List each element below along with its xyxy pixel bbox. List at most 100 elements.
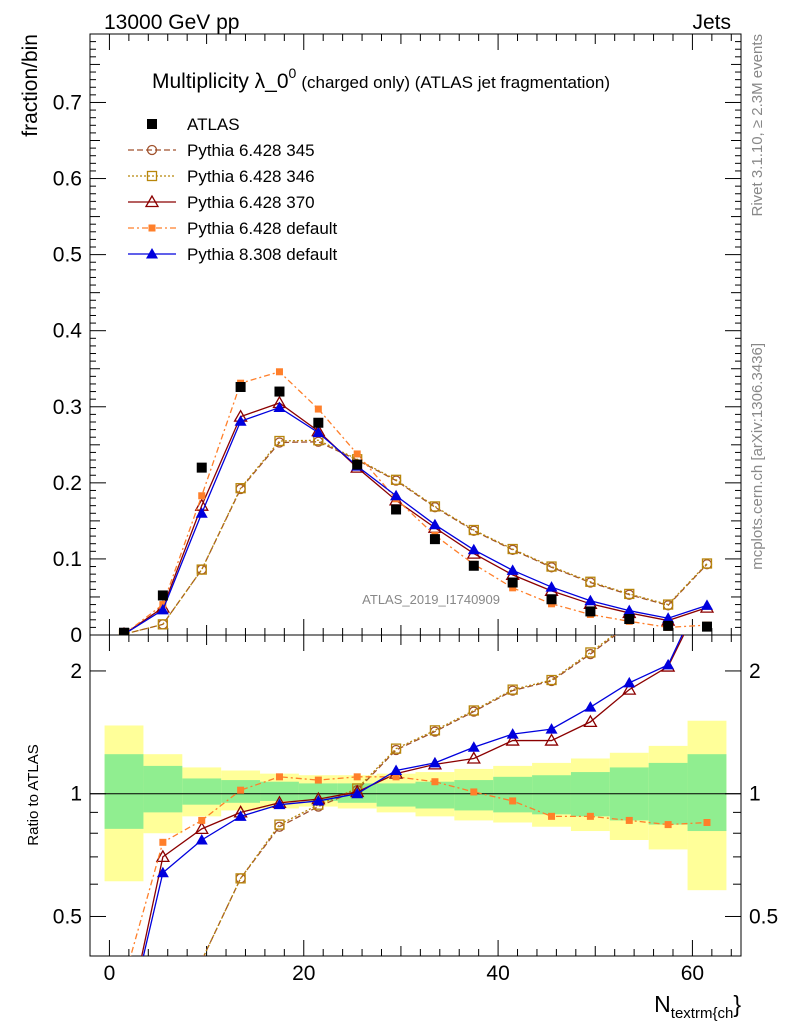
data-point-pythia-6-428-346 [468,524,479,536]
y-tick-label-bottom-right: 1 [749,783,761,806]
uncertainty-bands [104,720,727,891]
ratio-point-pythia-6-428-370 [466,751,481,764]
legend-label-pythia-6-428-default: Pythia 6.428 default [187,219,338,238]
data-point-pythia-6-428-346 [624,588,635,600]
ratio-point-pythia-6-428-default [703,818,711,826]
x-tick-label: 40 [486,962,509,985]
data-point-pythia-6-428-default [509,584,517,592]
x-axis-label-sub: textrm{ch [671,1005,734,1022]
legend-marker-pythia-8-308-default [146,248,158,259]
ratio-point-pythia-6-428-370 [505,733,520,746]
side-label-bottom: mcplots.cern.ch [arXiv:1306.3436] [749,343,766,570]
data-point-pythia-6-428-346 [546,561,557,572]
ratio-line-pythia-6-428-default [130,776,708,956]
ratio-point-pythia-8-308-default [195,834,208,845]
data-point-pythia-6-428-default [275,368,283,376]
y-tick-label-top: 0.2 [53,472,82,495]
y-tick-label-top: 0.4 [53,320,83,343]
ratio-point-pythia-6-428-default [625,816,633,824]
data-point-atlas [546,594,557,605]
ratio-line-pythia-8-308-default [142,635,683,956]
ratio-point-pythia-6-428-default [586,812,594,820]
legend-label-atlas: ATLAS [187,115,240,134]
ratio-line-pythia-6-428-370 [141,635,685,956]
data-point-atlas [157,590,168,601]
watermark-label: ATLAS_2019_I1740909 [362,592,500,607]
ratio-point-pythia-8-308-default [351,787,364,799]
legend-label-pythia-6-428-345: Pythia 6.428 345 [187,141,315,160]
data-point-pythia-8-308-default [700,599,713,610]
data-point-pythia-8-308-default [545,581,558,592]
data-point-pythia-8-308-default [156,603,169,615]
legend-label-pythia-6-428-346: Pythia 6.428 346 [187,167,315,186]
y-tick-label-bottom: 0.5 [53,905,82,928]
ratio-point-pythia-8-308-default [390,764,403,776]
ratio-point-pythia-6-428-default [509,797,517,805]
y-tick-label-bottom: 1 [70,783,82,806]
data-point-atlas [391,504,402,515]
ratio-point-pythia-6-428-370 [155,849,170,863]
x-axis-label: Ntextrm{ch} [654,991,741,1022]
band-inner-bin [260,781,299,801]
data-point-pythia-8-308-default [390,489,403,501]
y-tick-label-top: 0.5 [53,244,82,267]
ratio-point-pythia-6-428-346 [468,705,479,716]
data-point-pythia-8-308-default [662,612,675,623]
ratio-point-pythia-6-428-346 [274,819,285,830]
data-point-pythia-6-428-346 [274,435,285,447]
y-tick-label-bottom-right: 0.5 [749,905,778,928]
y-tick-label-top: 0.1 [53,548,82,571]
y-tick-label-top: 0.3 [53,396,82,419]
data-point-atlas [352,459,363,470]
ratio-point-pythia-6-428-370 [194,821,209,835]
ratio-point-pythia-6-428-346 [429,725,441,736]
ratio-point-pythia-8-308-default [428,756,441,768]
ratio-point-pythia-6-428-default [470,788,478,796]
y-tick-label-bottom: 2 [70,660,82,683]
band-inner-bin [493,776,533,813]
ratio-point-pythia-6-428-default [159,838,167,846]
data-point-pythia-8-308-default [506,564,519,575]
series-line-pythia-8-308-default [123,406,708,635]
data-point-pythia-8-308-default [312,426,325,438]
ratio-line-pythia-6-428-345 [203,635,617,956]
x-axis-label-main: N [654,991,671,1017]
header-left: 13000 GeV pp [104,11,239,34]
series-line-pythia-6-428-370 [123,402,708,635]
ratio-point-pythia-8-308-default [467,741,480,752]
ratio-point-pythia-6-428-default [275,773,283,781]
series-line-pythia-6-428-346 [123,439,708,635]
ratio-point-pythia-6-428-default [392,773,400,781]
data-point-pythia-6-428-346 [701,558,713,569]
top-panel-series [118,368,715,635]
band-inner-bin [687,754,727,832]
data-point-pythia-6-428-346 [196,564,207,575]
ratio-point-pythia-6-428-370 [622,682,637,695]
ratio-point-pythia-6-428-default [664,821,672,829]
band-inner-bin [143,765,183,813]
data-point-pythia-6-428-346 [157,619,169,630]
ratio-point-pythia-6-428-default [237,786,245,794]
y-axis-label-bottom: Ratio to ATLAS [25,744,42,845]
data-point-atlas [663,620,674,631]
ratio-point-pythia-8-308-default [156,866,169,878]
ratio-point-pythia-6-428-default [353,773,361,781]
y-tick-label-top: 0.6 [53,168,82,191]
y-tick-label-top: 0 [70,624,82,647]
data-point-pythia-6-428-346 [507,543,518,555]
data-point-atlas [701,621,712,632]
band-inner-bin [376,783,416,807]
ratio-point-pythia-8-308-default [273,798,286,810]
y-tick-label-bottom-right: 2 [749,660,761,683]
ratio-point-pythia-6-428-default [198,816,206,824]
chart-title-suffix: (charged only) (ATLAS jet fragmentation) [301,73,610,92]
data-point-pythia-8-308-default [195,507,208,518]
legend-label-pythia-6-428-370: Pythia 6.428 370 [187,193,315,212]
ratio-panel-frame [89,634,742,957]
band-inner-bin [182,778,222,805]
ratio-point-pythia-6-428-346 [390,743,402,754]
x-axis-label-tail: } [733,991,741,1017]
chart-title-main: Multiplicity λ_0 [152,70,289,93]
y-axis-label-top: fraction/bin [19,34,42,137]
legend: ATLAS Pythia 6.428 345 Pythia 6.428 346 Pyt… [128,115,338,264]
